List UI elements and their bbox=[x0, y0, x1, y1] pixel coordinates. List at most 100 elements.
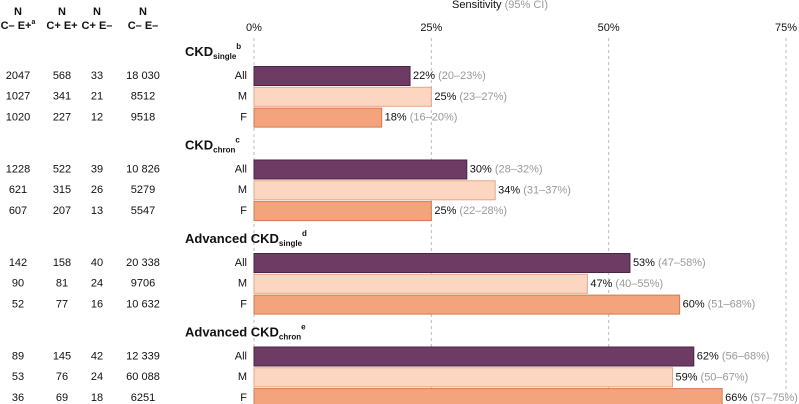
group-title-sub: chron bbox=[279, 333, 301, 342]
value-label-text: 53% bbox=[633, 257, 655, 269]
count-cell: 607 bbox=[9, 205, 27, 217]
count-cell: 90 bbox=[12, 278, 24, 290]
value-label-text: 47% bbox=[590, 278, 612, 290]
count-cell: 24 bbox=[91, 371, 103, 383]
count-cell: 145 bbox=[53, 350, 71, 362]
count-cell: 568 bbox=[53, 70, 71, 82]
column-header-text: C– E+ bbox=[1, 20, 32, 32]
group-title-sup: c bbox=[235, 136, 240, 145]
ci-label: (50–67%) bbox=[701, 371, 749, 383]
bar bbox=[253, 201, 432, 222]
category-label: F bbox=[240, 392, 247, 404]
count-cell: 6251 bbox=[131, 392, 155, 404]
group-title-sub: single bbox=[213, 52, 237, 61]
value-label-text: 18% bbox=[385, 112, 407, 124]
value-label: 62% (56–68%) bbox=[697, 350, 770, 362]
group-title: CKDchronc bbox=[185, 136, 240, 155]
category-label: All bbox=[235, 350, 247, 362]
value-label: 34% (31–37%) bbox=[498, 184, 571, 196]
value-label: 59% (50–67%) bbox=[676, 371, 749, 383]
count-cell: 207 bbox=[53, 205, 71, 217]
category-label: All bbox=[235, 70, 247, 82]
count-cell: 1020 bbox=[6, 112, 30, 124]
group-title-sub: single bbox=[279, 239, 303, 248]
x-tick-label: 0% bbox=[246, 22, 262, 34]
count-cell: 10 826 bbox=[126, 163, 160, 175]
count-cell: 9518 bbox=[131, 112, 155, 124]
count-cell: 69 bbox=[56, 392, 68, 404]
x-tick-label: 75% bbox=[775, 22, 797, 34]
count-cell: 36 bbox=[12, 392, 24, 404]
ci-label: (47–58%) bbox=[658, 257, 706, 269]
ci-label: (56–68%) bbox=[722, 350, 770, 362]
value-label-text: 62% bbox=[697, 350, 719, 362]
count-cell: 315 bbox=[53, 184, 71, 196]
bar bbox=[253, 388, 723, 404]
count-cell: 24 bbox=[91, 278, 103, 290]
count-cell: 53 bbox=[12, 371, 24, 383]
group-title-main: CKD bbox=[185, 138, 213, 153]
bar bbox=[253, 294, 681, 315]
column-header: C– E+a bbox=[1, 19, 36, 32]
count-cell: 142 bbox=[9, 257, 27, 269]
value-label-text: 25% bbox=[434, 91, 456, 103]
category-label: F bbox=[240, 112, 247, 124]
count-cell: 10 632 bbox=[126, 299, 160, 311]
column-header: N bbox=[139, 6, 147, 18]
count-cell: 12 339 bbox=[126, 350, 160, 362]
count-cell: 1027 bbox=[6, 91, 30, 103]
value-label: 25% (22–28%) bbox=[434, 205, 507, 217]
column-header-sup: a bbox=[31, 19, 35, 26]
column-header-text: C+ E+ bbox=[46, 20, 77, 32]
group-title-sub: chron bbox=[213, 146, 235, 155]
category-label: F bbox=[240, 299, 247, 311]
value-label: 22% (20–23%) bbox=[413, 70, 486, 82]
value-label-text: 59% bbox=[676, 371, 698, 383]
bar bbox=[253, 346, 695, 367]
value-label: 25% (23–27%) bbox=[434, 91, 507, 103]
count-cell: 40 bbox=[91, 257, 103, 269]
column-header: N bbox=[58, 6, 66, 18]
column-header-text: C+ E– bbox=[82, 20, 113, 32]
ci-label: (16–20%) bbox=[410, 112, 458, 124]
ci-label: (20–23%) bbox=[438, 70, 486, 82]
count-cell: 12 bbox=[91, 112, 103, 124]
column-header: N bbox=[93, 6, 101, 18]
group-title: Advanced CKDsingled bbox=[185, 229, 307, 248]
ci-label: (57–75%) bbox=[750, 392, 798, 404]
column-header: C+ E– bbox=[82, 20, 113, 32]
x-tick-label: 50% bbox=[598, 22, 620, 34]
column-header-text: C– E– bbox=[128, 20, 159, 32]
x-tick-label: 25% bbox=[420, 22, 442, 34]
category-label: M bbox=[238, 278, 247, 290]
count-cell: 13 bbox=[91, 205, 103, 217]
value-label: 30% (28–32%) bbox=[470, 163, 543, 175]
bar bbox=[253, 367, 674, 388]
count-cell: 5279 bbox=[131, 184, 155, 196]
count-cell: 77 bbox=[56, 299, 68, 311]
category-label: M bbox=[238, 91, 247, 103]
count-cell: 9706 bbox=[131, 278, 155, 290]
column-header: N bbox=[14, 6, 22, 18]
count-cell: 18 bbox=[91, 392, 103, 404]
group-title-main: CKD bbox=[185, 44, 213, 59]
ci-label: (23–27%) bbox=[459, 91, 507, 103]
count-cell: 341 bbox=[53, 91, 71, 103]
count-cell: 52 bbox=[12, 299, 24, 311]
count-cell: 89 bbox=[12, 350, 24, 362]
count-cell: 16 bbox=[91, 299, 103, 311]
value-label: 66% (57–75%) bbox=[725, 392, 798, 404]
count-cell: 158 bbox=[53, 257, 71, 269]
bar bbox=[253, 66, 411, 86]
axis-title: Sensitivity (95% CI) bbox=[452, 0, 548, 11]
ci-label: (40–55%) bbox=[615, 278, 663, 290]
value-label-text: 60% bbox=[683, 299, 705, 311]
ci-label: (22–28%) bbox=[459, 205, 507, 217]
bar bbox=[253, 159, 468, 180]
count-cell: 42 bbox=[91, 350, 103, 362]
bar bbox=[253, 273, 588, 294]
category-label: F bbox=[240, 205, 247, 217]
count-cell: 18 030 bbox=[126, 70, 160, 82]
count-cell: 81 bbox=[56, 278, 68, 290]
